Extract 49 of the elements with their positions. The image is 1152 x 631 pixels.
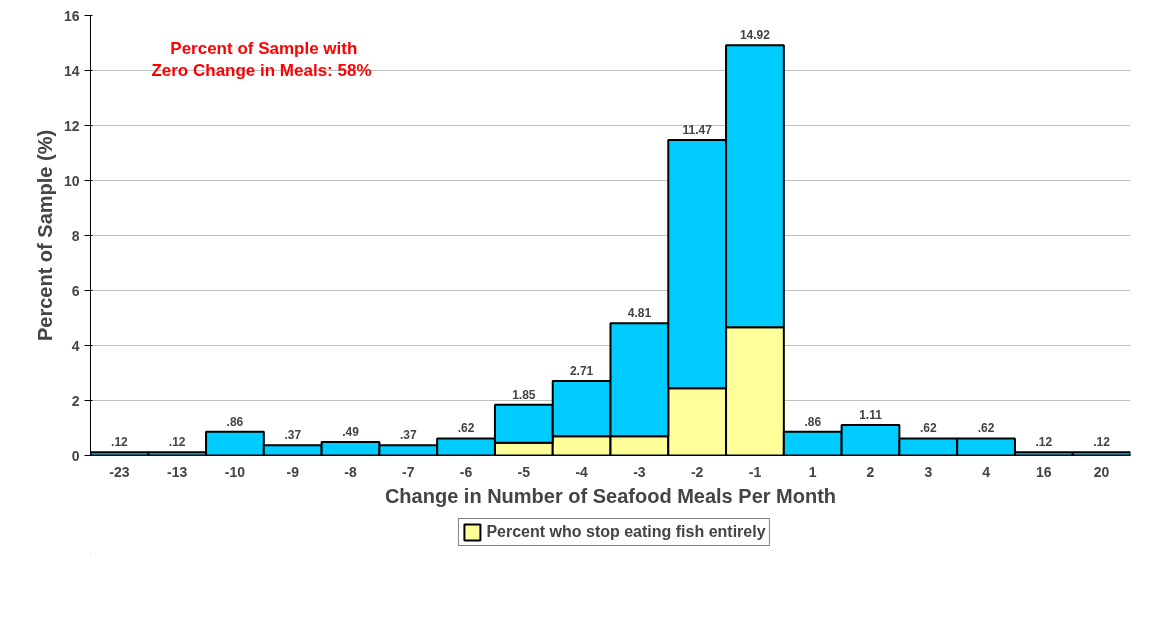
total-label: 1.85 xyxy=(512,387,536,402)
total-label: 2.71 xyxy=(569,363,594,378)
total-label: .37 xyxy=(399,428,417,443)
total-label: .62 xyxy=(977,421,995,436)
total-label: .86 xyxy=(226,414,244,429)
x-tick-label: 3 xyxy=(924,463,933,480)
x-tick-label: -5 xyxy=(517,463,531,480)
total-label: .62 xyxy=(919,421,937,436)
total-label: .62 xyxy=(457,421,475,436)
annotation: Percent of Sample with Zero Change in Meals: 58% xyxy=(151,38,372,81)
y-tick-label: 12 xyxy=(63,117,80,134)
x-tick-label: -2 xyxy=(690,463,704,480)
x-tick-label: -13 xyxy=(167,463,188,480)
x-tick-label: -6 xyxy=(459,463,473,480)
y-tick-label: 2 xyxy=(71,392,80,409)
x-tick-label: 20 xyxy=(1093,463,1110,480)
y-tick-label: 6 xyxy=(71,282,80,299)
total-label: .37 xyxy=(284,428,302,443)
x-tick-label: 4 xyxy=(982,463,991,480)
total-label: 11.47 xyxy=(682,123,713,138)
x-tick-label: 2 xyxy=(866,463,875,480)
total-label: .49 xyxy=(342,425,360,440)
x-tick-label: -23 xyxy=(109,463,130,480)
x-axis-title: Change in Number of Seafood Meals Per Month xyxy=(384,484,837,507)
y-tick-label: 8 xyxy=(71,227,80,244)
x-tick-label: 1 xyxy=(808,463,817,480)
total-label: .86 xyxy=(804,414,822,429)
x-tick-label: -7 xyxy=(402,463,415,480)
total-label: .12 xyxy=(111,435,129,450)
total-label: 4.81 xyxy=(627,306,652,321)
y-tick-label: 16 xyxy=(63,7,80,24)
total-label: 1.11 xyxy=(859,407,883,422)
x-tick-label: -9 xyxy=(286,463,300,480)
y-tick-label: 14 xyxy=(63,62,80,79)
legend-label: Percent who stop eating fish entirely xyxy=(486,522,766,541)
x-tick-label: -8 xyxy=(344,463,357,480)
x-tick-label: -10 xyxy=(224,463,246,480)
total-label: 14.92 xyxy=(739,28,771,43)
y-axis-title: Percent of Sample (%) xyxy=(33,129,56,342)
total-label: .12 xyxy=(168,435,186,450)
x-tick-label: -3 xyxy=(633,463,646,480)
total-label: .12 xyxy=(1035,435,1053,450)
x-tick-label: -4 xyxy=(575,463,589,480)
x-tick-label: 16 xyxy=(1036,463,1052,480)
y-tick-label: 4 xyxy=(71,337,80,354)
y-tick-label: 0 xyxy=(71,447,80,464)
x-tick-label: -1 xyxy=(748,463,762,480)
y-tick-label: 10 xyxy=(63,172,80,189)
total-label: .12 xyxy=(1093,435,1111,450)
